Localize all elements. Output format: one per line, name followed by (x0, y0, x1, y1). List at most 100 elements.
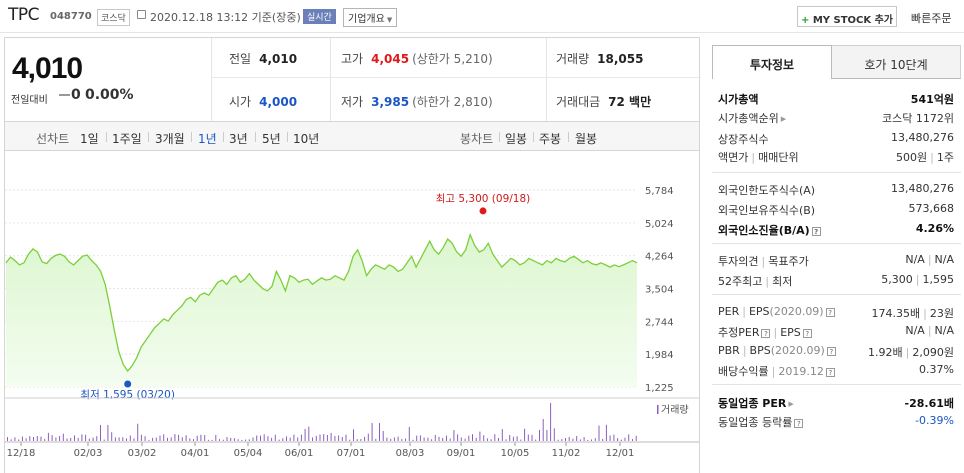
volume-bar (185, 435, 187, 441)
candle-monthly[interactable]: 월봉 (575, 132, 598, 146)
period-1d[interactable]: 1일 (80, 132, 99, 146)
plus-icon: + (800, 15, 813, 26)
realtime-button[interactable]: 실시간 (303, 9, 336, 24)
volume-bar (308, 426, 310, 441)
volume-bar (412, 439, 414, 441)
x-tick-label: 09/01 (447, 448, 476, 459)
volume-bar (96, 436, 98, 441)
volume-bar (118, 437, 120, 441)
volume-bar (341, 437, 343, 441)
x-tick-label: 11/02 (552, 448, 581, 459)
x-tick-label: 07/01 (337, 448, 366, 459)
volume-bar (323, 434, 325, 441)
investment-info-panel: 시가총액 541억원 시가총액순위 ▶ 코스닥 1172위 상장주식수 13,480,2… (712, 79, 961, 473)
volume-bar (274, 434, 276, 441)
volume-bar (602, 439, 604, 441)
x-tick-label: 08/03 (396, 448, 425, 459)
volume-legend: 거래량 (661, 404, 689, 416)
volume-bar (315, 435, 317, 441)
price-area (6, 234, 637, 387)
volume-bar (256, 435, 258, 441)
help-icon[interactable]: ? (811, 226, 821, 236)
volume-bar (553, 428, 555, 441)
volume-bar (100, 425, 101, 441)
volume-bar (282, 438, 284, 441)
volume-bar (579, 439, 581, 441)
help-icon[interactable]: ? (825, 367, 835, 377)
timestamp: 2020.12.18 13:12 기준(장중) (150, 11, 301, 24)
volume-bar (211, 439, 213, 441)
period-3m[interactable]: 3개월 (155, 132, 185, 146)
volume-bar (356, 439, 358, 441)
volume-bar (10, 439, 12, 441)
volume-bar (419, 435, 421, 441)
volume-bar (148, 439, 150, 441)
company-info-dropdown[interactable]: 기업개요 ▼ (343, 8, 398, 27)
tab-order-book[interactable]: 호가 10단계 (832, 45, 961, 79)
period-10y[interactable]: 10년 (293, 132, 320, 146)
line-chart-label: 선차트 (36, 132, 70, 146)
change-label: 전일대비 (11, 95, 48, 106)
x-tick-label: 10/05 (501, 448, 530, 459)
period-1w[interactable]: 1주일 (112, 132, 142, 146)
help-icon[interactable]: ? (794, 418, 804, 428)
price-summary: 4,010 전일대비 0 0.00% 전일 4,010 고가 4,045 (상한가 5… (4, 37, 701, 122)
volume-bar (431, 439, 433, 441)
volume-bar (230, 437, 232, 441)
divider (499, 132, 500, 142)
volume-bar (81, 434, 83, 441)
x-tick-label: 12/18 (7, 448, 36, 459)
volume-bar (77, 437, 79, 441)
volume-bar (29, 436, 31, 441)
volume-bar (293, 434, 295, 441)
volume-bar (338, 435, 340, 441)
volume-bar (92, 437, 94, 441)
volume-bar (193, 439, 194, 441)
period-3y[interactable]: 3년 (229, 132, 248, 146)
help-icon[interactable]: ? (825, 307, 835, 317)
divider (223, 132, 224, 142)
volume-bar (442, 437, 444, 441)
x-tick-label: 06/01 (285, 448, 314, 459)
tab-investment-info[interactable]: 투자정보 (712, 45, 832, 79)
period-1y[interactable]: 1년 (198, 132, 217, 146)
volume-bar (405, 438, 406, 441)
volume-bar (74, 435, 75, 441)
volume-bar (204, 435, 206, 441)
volume-bar (460, 437, 462, 441)
volume-bar (51, 435, 53, 441)
price-chart[interactable]: 5,784 5,024 4,264 3,504 2,744 1,984 1,225 12/1… (4, 151, 700, 473)
volume-bar (114, 437, 116, 441)
volume-bar (7, 437, 8, 441)
add-my-stock-button[interactable]: + MY STOCK 추가 (797, 6, 897, 27)
volume-bar (170, 437, 172, 441)
volume-bar (386, 437, 388, 441)
volume-bar (59, 436, 61, 441)
x-tick-label: 02/03 (74, 448, 103, 459)
volume-bar (304, 428, 306, 441)
quick-order-link[interactable]: 빠른주문 (911, 12, 952, 25)
volume-bar (44, 438, 46, 441)
help-icon[interactable]: ? (826, 346, 836, 356)
period-5y[interactable]: 5년 (262, 132, 281, 146)
volume-bar (397, 436, 399, 441)
help-icon[interactable]: ? (761, 328, 771, 338)
y-tick-label: 5,024 (645, 219, 674, 230)
volume-bar (379, 423, 380, 441)
volume-bar (587, 440, 589, 441)
volume-bar (289, 437, 291, 441)
candle-daily[interactable]: 일봉 (505, 132, 528, 146)
volume-bar (535, 439, 537, 441)
volume-bar (583, 437, 585, 441)
volume-bar (490, 439, 492, 441)
help-icon[interactable]: ? (802, 328, 812, 338)
divider (568, 132, 569, 142)
volume-bar (628, 434, 630, 441)
divider (533, 132, 534, 142)
volume-bar (390, 438, 392, 441)
volume-bar (539, 429, 540, 441)
volume-bar (516, 436, 518, 441)
volume-bar (286, 436, 287, 441)
price-line (5, 232, 638, 373)
candle-weekly[interactable]: 주봉 (539, 132, 562, 146)
